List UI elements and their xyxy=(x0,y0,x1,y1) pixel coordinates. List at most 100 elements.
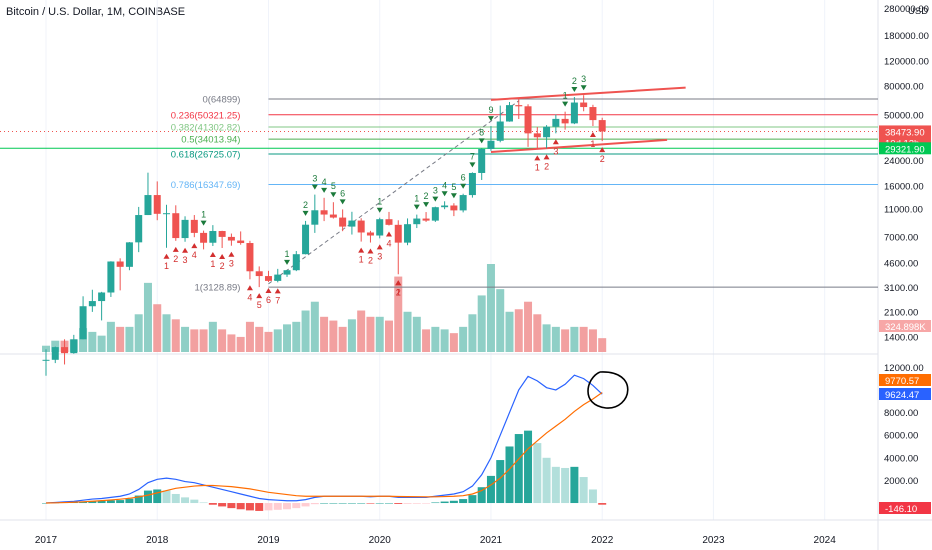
macd-histogram-bar xyxy=(384,503,393,504)
macd-axis-label: 2000.00 xyxy=(884,476,918,487)
price-axis-label: 80000.00 xyxy=(884,82,924,93)
price-axis-label: 24000.00 xyxy=(884,156,924,167)
candle xyxy=(209,225,217,247)
candle xyxy=(172,205,180,241)
volume-bar xyxy=(394,276,403,352)
macd-histogram-bar xyxy=(561,467,570,504)
sequence-count: 2 xyxy=(544,161,549,171)
arrow-down-icon xyxy=(302,210,309,216)
candle xyxy=(441,201,449,210)
candle xyxy=(478,148,486,180)
sequence-count: 8 xyxy=(479,127,484,137)
grid-lines xyxy=(45,0,826,520)
arrow-down-icon xyxy=(469,162,476,168)
macd-histogram-bar xyxy=(264,503,273,511)
macd-histogram-bar xyxy=(477,487,486,504)
price-axis-label: 50000.00 xyxy=(884,111,924,122)
candle xyxy=(42,349,50,376)
candle xyxy=(255,266,263,288)
macd-histogram-bar xyxy=(236,503,245,510)
candle xyxy=(468,172,476,198)
price-axis-label: 4600.00 xyxy=(884,259,918,270)
fib-level-label: 0.5(34013.94) xyxy=(181,135,240,146)
candle xyxy=(366,230,374,243)
sequence-count: 2 xyxy=(173,254,178,264)
candle xyxy=(496,105,504,143)
lower-trend-line xyxy=(490,138,668,154)
macd-histogram-bar xyxy=(310,503,319,505)
macd-histogram-bar xyxy=(496,460,505,504)
sequence-marker: 3 xyxy=(552,139,559,156)
macd-histogram-bar xyxy=(486,475,495,504)
sequence-marker: 2 xyxy=(571,76,578,93)
arrow-up-icon xyxy=(552,139,559,145)
sequence-marker: 3 xyxy=(432,186,439,202)
badge-background xyxy=(879,388,931,400)
price-axis-label: 3100.00 xyxy=(884,283,918,294)
candle-body xyxy=(589,107,597,121)
volume-bar xyxy=(125,326,134,352)
sequence-marker: 2 xyxy=(172,246,179,264)
badge-text: 38473.90 xyxy=(885,127,925,138)
macd-badge: 9624.47 xyxy=(879,388,931,401)
sequence-count: 1 xyxy=(285,249,290,259)
volume-bar xyxy=(477,295,486,352)
candle xyxy=(450,203,458,217)
time-axis-label: 2020 xyxy=(369,535,392,546)
volume-bar xyxy=(422,329,431,352)
sequence-count: 6 xyxy=(266,295,271,305)
macd-histogram-bar xyxy=(329,503,338,504)
badge-text: -146.10 xyxy=(885,504,917,515)
diagonal-dashed-line xyxy=(268,100,520,285)
candle xyxy=(246,240,254,280)
arrow-down-icon xyxy=(200,220,207,226)
sequence-count: 2 xyxy=(424,191,429,201)
sequence-count: 5 xyxy=(257,300,262,310)
sequence-count: 5 xyxy=(451,182,456,192)
sequence-marker: 2 xyxy=(543,154,550,171)
candle-body xyxy=(302,224,310,255)
volume-bar xyxy=(486,264,495,352)
candle xyxy=(88,289,96,312)
candle xyxy=(422,212,430,222)
macd-histogram-bar xyxy=(449,500,458,504)
candle xyxy=(200,230,208,250)
sequence-count: 3 xyxy=(377,251,382,261)
sequence-marker: 1 xyxy=(413,194,420,210)
arrow-up-icon xyxy=(163,253,170,259)
volume-bar xyxy=(171,319,180,352)
badge-background xyxy=(879,502,931,514)
price-axis-label: 16000.00 xyxy=(884,181,924,192)
arrow-up-icon xyxy=(182,247,189,253)
sequence-count: 1 xyxy=(535,162,540,172)
candle xyxy=(404,218,412,246)
chart-title: Bitcoin / U.S. Dollar, 1M, COINBASE xyxy=(6,6,186,18)
candle xyxy=(264,270,272,282)
sequence-count: 9 xyxy=(488,105,493,115)
candle-body xyxy=(163,213,171,215)
macd-histogram-bar xyxy=(116,500,125,504)
arrow-up-icon xyxy=(358,247,365,253)
macd-axis-label: 6000.00 xyxy=(884,431,918,442)
candle-body xyxy=(524,106,532,134)
candle-body xyxy=(79,306,87,340)
macd-histogram-bar xyxy=(301,503,310,507)
candle-body xyxy=(441,205,449,208)
arrow-down-icon xyxy=(321,187,328,193)
candle xyxy=(487,126,495,151)
candle-body xyxy=(88,301,96,307)
volume-bar xyxy=(329,320,338,352)
sequence-marker: 1 xyxy=(284,249,291,265)
arrow-up-icon xyxy=(589,131,596,137)
candle-body xyxy=(339,217,347,227)
candle-body xyxy=(496,121,504,141)
candle-body xyxy=(264,276,272,281)
macd-histogram-bar xyxy=(403,503,412,504)
volume-bar xyxy=(310,301,319,352)
candle xyxy=(413,214,421,229)
macd-histogram-bar xyxy=(570,466,579,504)
volume-bar xyxy=(181,326,190,352)
sequence-count: 1 xyxy=(563,91,568,101)
